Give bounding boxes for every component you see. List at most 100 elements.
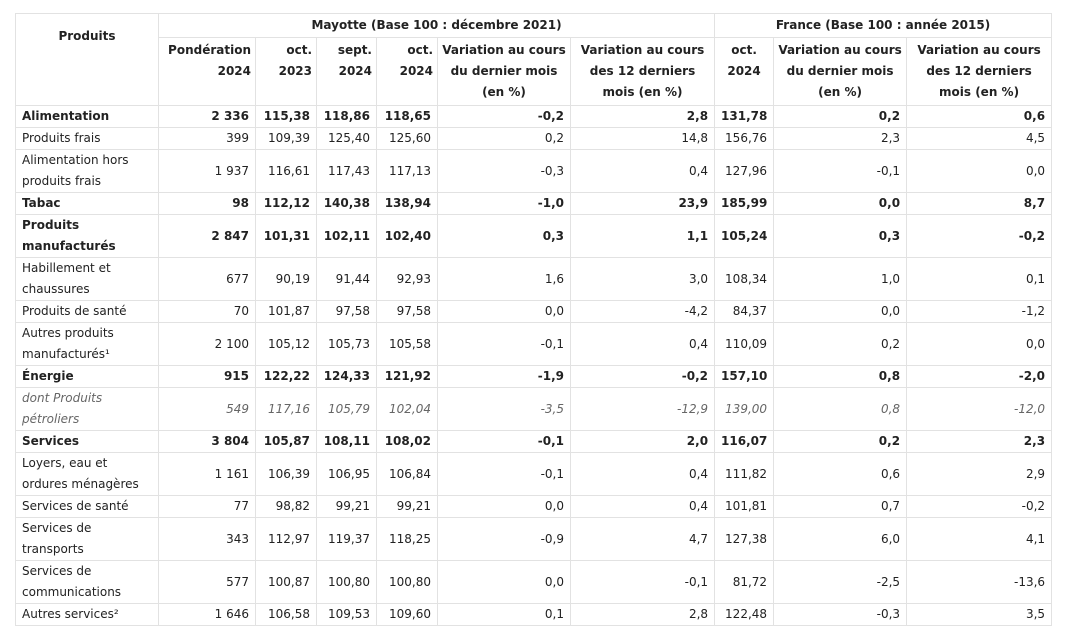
- row-value: 3,5: [906, 603, 1053, 626]
- row-value: 140,38: [316, 192, 377, 215]
- row-value: 105,73: [316, 322, 377, 366]
- col-header-sept-2024: sept. 2024: [316, 37, 377, 106]
- row-value: 23,9: [569, 192, 716, 215]
- row-value: 105,58: [376, 322, 438, 366]
- row-value: 0,0: [437, 300, 571, 323]
- row-value: 125,40: [316, 127, 377, 150]
- row-value: 77: [158, 495, 256, 518]
- row-value: 4,1: [906, 517, 1053, 561]
- row-value: 0,7: [773, 495, 908, 518]
- row-value: 0,0: [437, 495, 571, 518]
- row-value: 156,76: [714, 127, 775, 150]
- row-label: Énergie: [15, 365, 159, 388]
- row-value: 99,21: [316, 495, 377, 518]
- row-value: 0,1: [437, 603, 571, 626]
- row-value: 0,0: [906, 322, 1053, 366]
- row-value: 109,60: [376, 603, 438, 626]
- col-header-var-month-france: Variation au cours du dernier mois (en %…: [773, 37, 908, 106]
- row-value: 117,43: [316, 149, 377, 193]
- row-value: 0,4: [569, 452, 716, 496]
- row-label: Services: [15, 430, 159, 453]
- row-value: 1,6: [437, 257, 571, 301]
- row-value: 116,61: [255, 149, 317, 193]
- table-row: Autres services² 1 646 106,58 109,53 109,60 0…: [15, 603, 1053, 626]
- row-value: 0,4: [569, 322, 716, 366]
- row-value: -4,2: [569, 300, 716, 323]
- row-value: 118,86: [316, 105, 377, 128]
- row-label: Produits de santé: [15, 300, 159, 323]
- row-value: 109,53: [316, 603, 377, 626]
- row-value: -0,1: [437, 322, 571, 366]
- row-value: 0,2: [773, 430, 908, 453]
- table-row: Énergie 915 122,22 124,33 121,92 -1,9 -0,2 157,…: [15, 365, 1053, 388]
- row-value: 139,00: [714, 387, 775, 431]
- row-value: 2,8: [569, 105, 716, 128]
- row-value: 549: [158, 387, 256, 431]
- table-row: Alimentation 2 336 115,38 118,86 118,65 -0,2 2…: [15, 105, 1053, 128]
- france-group-header: France (Base 100 : année 2015): [714, 13, 1053, 38]
- row-value: 101,87: [255, 300, 317, 323]
- col-header-var-month-mayotte: Variation au cours du dernier mois (en %…: [437, 37, 571, 106]
- row-value: 102,04: [376, 387, 438, 431]
- row-value: 101,81: [714, 495, 775, 518]
- row-value: -1,9: [437, 365, 571, 388]
- row-value: 119,37: [316, 517, 377, 561]
- row-value: 0,2: [437, 127, 571, 150]
- row-value: 111,82: [714, 452, 775, 496]
- row-value: 105,12: [255, 322, 317, 366]
- row-value: 2,3: [906, 430, 1053, 453]
- row-label: Tabac: [15, 192, 159, 215]
- row-value: 116,07: [714, 430, 775, 453]
- row-value: 122,22: [255, 365, 317, 388]
- row-value: 112,12: [255, 192, 317, 215]
- row-value: 1 161: [158, 452, 256, 496]
- row-value: 108,11: [316, 430, 377, 453]
- row-value: 1,0: [773, 257, 908, 301]
- row-value: -0,1: [569, 560, 716, 604]
- row-label: Alimentation: [15, 105, 159, 128]
- row-value: -0,2: [569, 365, 716, 388]
- row-value: 399: [158, 127, 256, 150]
- col-header-var-12-months-mayotte: Variation au cours des 12 derniers mois …: [569, 37, 716, 106]
- table-row: Alimentation hors produits frais 1 937 116…: [15, 149, 1053, 193]
- row-value: 0,6: [906, 105, 1053, 128]
- row-value: 101,31: [255, 214, 317, 258]
- row-value: -1,2: [906, 300, 1053, 323]
- row-value: 97,58: [376, 300, 438, 323]
- row-label: Loyers, eau et ordures ménagères: [15, 452, 159, 496]
- row-value: 97,58: [316, 300, 377, 323]
- row-value: 138,94: [376, 192, 438, 215]
- table-row: Tabac 98 112,12 140,38 138,94 -1,0 23,9 185,99 0…: [15, 192, 1053, 215]
- row-label: Habillement et chaussures: [15, 257, 159, 301]
- row-label: Services de communications: [15, 560, 159, 604]
- row-value: -12,9: [569, 387, 716, 431]
- row-value: 106,58: [255, 603, 317, 626]
- row-value: 112,97: [255, 517, 317, 561]
- row-value: 125,60: [376, 127, 438, 150]
- row-value: 109,39: [255, 127, 317, 150]
- row-value: 102,40: [376, 214, 438, 258]
- row-label: dont Produits pétroliers: [15, 387, 159, 431]
- row-value: 2 336: [158, 105, 256, 128]
- row-value: 0,8: [773, 365, 908, 388]
- row-value: -2,0: [906, 365, 1053, 388]
- row-value: 2,0: [569, 430, 716, 453]
- row-value: 98,82: [255, 495, 317, 518]
- row-value: 8,7: [906, 192, 1053, 215]
- row-value: -0,2: [906, 495, 1053, 518]
- table-row: Services de santé 77 98,82 99,21 99,21 0,0 0,4…: [15, 495, 1053, 518]
- row-value: 2,9: [906, 452, 1053, 496]
- row-value: 106,39: [255, 452, 317, 496]
- row-value: 915: [158, 365, 256, 388]
- row-label: Alimentation hors produits frais: [15, 149, 159, 193]
- table-row: Loyers, eau et ordures ménagères 1 161 106…: [15, 452, 1053, 496]
- row-value: 0,0: [906, 149, 1053, 193]
- row-value: 4,7: [569, 517, 716, 561]
- row-value: 124,33: [316, 365, 377, 388]
- row-value: 2,3: [773, 127, 908, 150]
- row-label: Produits frais: [15, 127, 159, 150]
- row-value: 6,0: [773, 517, 908, 561]
- row-value: 84,37: [714, 300, 775, 323]
- row-value: 0,2: [773, 105, 908, 128]
- row-value: 117,16: [255, 387, 317, 431]
